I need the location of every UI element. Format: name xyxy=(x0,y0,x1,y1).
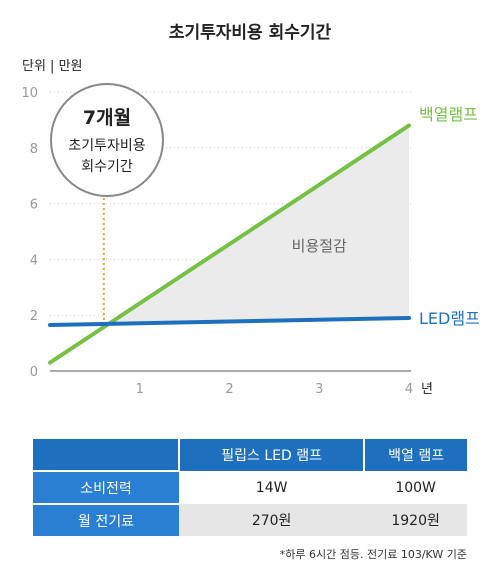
cell-incandescent-power: 100W xyxy=(364,471,467,504)
footnote: *하루 6시간 점등. 전기료 103/KW 기준 xyxy=(279,548,467,561)
callout-text-line1: 초기투자비용 xyxy=(68,138,145,154)
table-row: 소비전력 14W 100W xyxy=(33,470,467,504)
series-label: LED램프 xyxy=(419,309,480,328)
row-label-monthly-cost: 월 전기료 xyxy=(33,503,179,536)
y-tick-label: 2 xyxy=(30,309,38,324)
series-label: 백열램프 xyxy=(419,105,478,124)
x-tick-label: 3 xyxy=(315,382,323,397)
table-header-incandescent: 백열 램프 xyxy=(364,439,467,471)
x-tick-label: 4 xyxy=(405,382,413,397)
y-tick-label: 6 xyxy=(30,198,38,213)
table-header-led: 필립스 LED 램프 xyxy=(179,439,366,471)
table-header-corner xyxy=(33,439,180,471)
y-tick-label: 4 xyxy=(30,253,38,268)
cell-led-monthly-cost: 270원 xyxy=(179,504,365,536)
series-line xyxy=(48,315,411,327)
x-axis-unit: 년 xyxy=(421,382,433,397)
cell-incandescent-monthly-cost: 1920원 xyxy=(364,504,467,536)
series-lines xyxy=(48,123,411,365)
y-tick-label: 0 xyxy=(30,365,38,380)
table-row: 월 전기료 270원 1920원 xyxy=(33,503,467,536)
callout-circle xyxy=(50,83,164,197)
payback-callout: 7개월 초기투자비용 회수기간 xyxy=(50,83,164,197)
savings-area-label: 비용절감 xyxy=(292,237,347,255)
y-tick-label: 8 xyxy=(30,142,38,157)
series-labels: 백열램프 LED램프 xyxy=(419,105,480,328)
comparison-table: 필립스 LED 램프 백열 램프 소비전력 14W 100W 월 전기료 270… xyxy=(33,439,467,536)
x-tick-label: 2 xyxy=(225,382,233,397)
table-header-row: 필립스 LED 램프 백열 램프 xyxy=(33,439,467,471)
row-label-power: 소비전력 xyxy=(33,470,179,504)
callout-text-line2: 회수기간 xyxy=(81,159,133,175)
callout-value: 7개월 xyxy=(83,107,131,129)
y-tick-label: 10 xyxy=(21,86,38,101)
cell-led-power: 14W xyxy=(179,471,365,504)
unit-label: 단위 | 만원 xyxy=(22,59,83,74)
x-axis-ticks: 1 2 3 4 xyxy=(136,382,414,397)
y-axis-ticks: 0 2 4 6 8 10 xyxy=(21,86,38,380)
x-tick-label: 1 xyxy=(136,382,144,397)
chart-title: 초기투자비용 회수기간 xyxy=(168,23,332,43)
